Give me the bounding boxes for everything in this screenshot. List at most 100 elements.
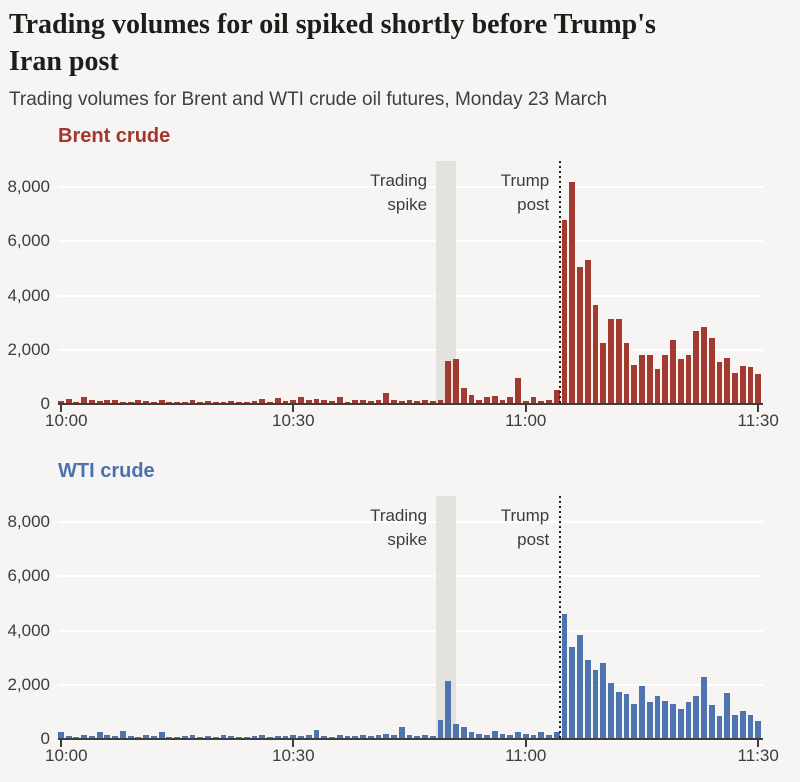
volume-bar <box>88 400 95 404</box>
volume-bar <box>398 726 405 739</box>
volume-bar <box>716 715 723 739</box>
volume-bar <box>600 663 607 739</box>
volume-bar <box>321 399 328 404</box>
volume-bar <box>383 733 390 739</box>
volume-bar <box>553 390 560 404</box>
x-axis-tick <box>292 405 295 412</box>
volume-bar <box>313 729 320 739</box>
volume-bar <box>530 397 537 404</box>
volume-bar <box>360 399 366 404</box>
volume-bar <box>623 694 630 739</box>
wti-chart-label: WTI crude <box>58 460 155 482</box>
volume-bar <box>422 400 428 404</box>
volume-bar <box>522 401 529 404</box>
volume-bar <box>739 710 746 739</box>
volume-bar <box>468 395 475 404</box>
volume-bar <box>445 680 452 739</box>
volume-bar <box>429 400 436 404</box>
volume-bar <box>65 399 72 404</box>
brent-crude-chart: Brent crude 0 2,000 4,000 6,000 8,000 Trading… <box>0 125 800 437</box>
volume-bar <box>460 726 467 739</box>
volume-bar <box>484 397 490 404</box>
volume-bar <box>112 400 119 404</box>
volume-bar <box>476 733 483 739</box>
volume-bar <box>422 734 428 739</box>
volume-bar <box>391 734 397 739</box>
volume-bar <box>352 735 359 739</box>
volume-bar <box>313 398 320 404</box>
volume-bar <box>701 676 707 739</box>
volume-bar <box>654 368 661 404</box>
volume-bar <box>460 387 467 404</box>
volume-bar <box>58 400 64 404</box>
trading-spike-annotation: Trading spike <box>370 171 428 214</box>
volume-bar <box>584 260 591 404</box>
volume-bar <box>274 736 281 739</box>
volume-bar <box>259 399 266 404</box>
volume-bar <box>530 734 537 739</box>
volume-bar <box>375 400 382 404</box>
volume-bar <box>181 401 188 404</box>
x-axis-tick-label: 10:00 <box>45 411 88 430</box>
volume-bar <box>732 714 738 739</box>
volume-bar <box>429 735 436 739</box>
volume-bar <box>724 692 731 739</box>
volume-bar <box>212 401 219 404</box>
trading-spike-band <box>436 161 457 404</box>
volume-bar <box>143 735 150 739</box>
volume-bar <box>251 736 258 739</box>
volume-bar <box>491 396 498 404</box>
x-axis-tick-label: 10:00 <box>45 746 88 765</box>
volume-bar <box>631 703 638 739</box>
x-axis-tick <box>59 740 62 747</box>
volume-bar <box>685 702 692 739</box>
volume-bar <box>577 267 583 404</box>
volume-bar <box>65 735 72 739</box>
volume-bar <box>73 736 80 739</box>
x-axis-tick-label: 10:30 <box>272 746 315 765</box>
y-axis-tick-label: 6,000 <box>7 231 50 251</box>
volume-bar <box>623 342 630 404</box>
volume-bar <box>104 399 111 404</box>
gridline-6000 <box>58 575 763 578</box>
y-axis-tick-label: 2,000 <box>7 674 50 694</box>
volume-bar <box>96 401 103 404</box>
volume-bar <box>298 396 304 404</box>
volume-bar <box>414 736 421 739</box>
y-axis-tick-label: 2,000 <box>7 339 50 359</box>
volume-bar <box>81 396 88 404</box>
volume-bar <box>282 401 289 404</box>
volume-bar <box>383 393 390 404</box>
volume-bar <box>329 401 335 404</box>
volume-bar <box>150 401 157 404</box>
volume-bar <box>205 401 211 404</box>
trump-post-line <box>559 161 562 404</box>
volume-bar <box>143 401 150 404</box>
volume-bar <box>515 732 521 739</box>
volume-bar <box>119 401 126 404</box>
volume-bar <box>522 733 529 739</box>
volume-bar <box>701 326 707 404</box>
volume-bar <box>716 361 723 404</box>
volume-bar <box>577 634 583 739</box>
wti-plot-area: 0 2,000 4,000 6,000 8,000 Trading spike Trump … <box>7 494 779 765</box>
volume-bar <box>654 695 661 739</box>
volume-bar <box>135 399 142 404</box>
volume-bar <box>600 342 607 404</box>
wti-crude-chart: WTI crude 0 2,000 4,000 6,000 8,000 Trading s… <box>0 460 800 772</box>
volume-bar <box>406 399 413 404</box>
trading-spike-band <box>436 496 457 739</box>
volume-bar <box>236 401 242 404</box>
volume-bar <box>484 734 490 739</box>
volume-bar <box>391 399 397 404</box>
gridline-6000 <box>58 240 763 243</box>
x-axis-tick <box>524 740 527 747</box>
volume-bar <box>491 730 498 739</box>
volume-bar <box>360 734 366 739</box>
volume-bar <box>507 734 514 739</box>
volume-bar <box>608 683 614 739</box>
volume-bar <box>708 337 715 404</box>
x-axis-tick-label: 11:30 <box>737 746 779 765</box>
gridline-2000 <box>58 348 763 351</box>
volume-bar <box>336 396 343 404</box>
